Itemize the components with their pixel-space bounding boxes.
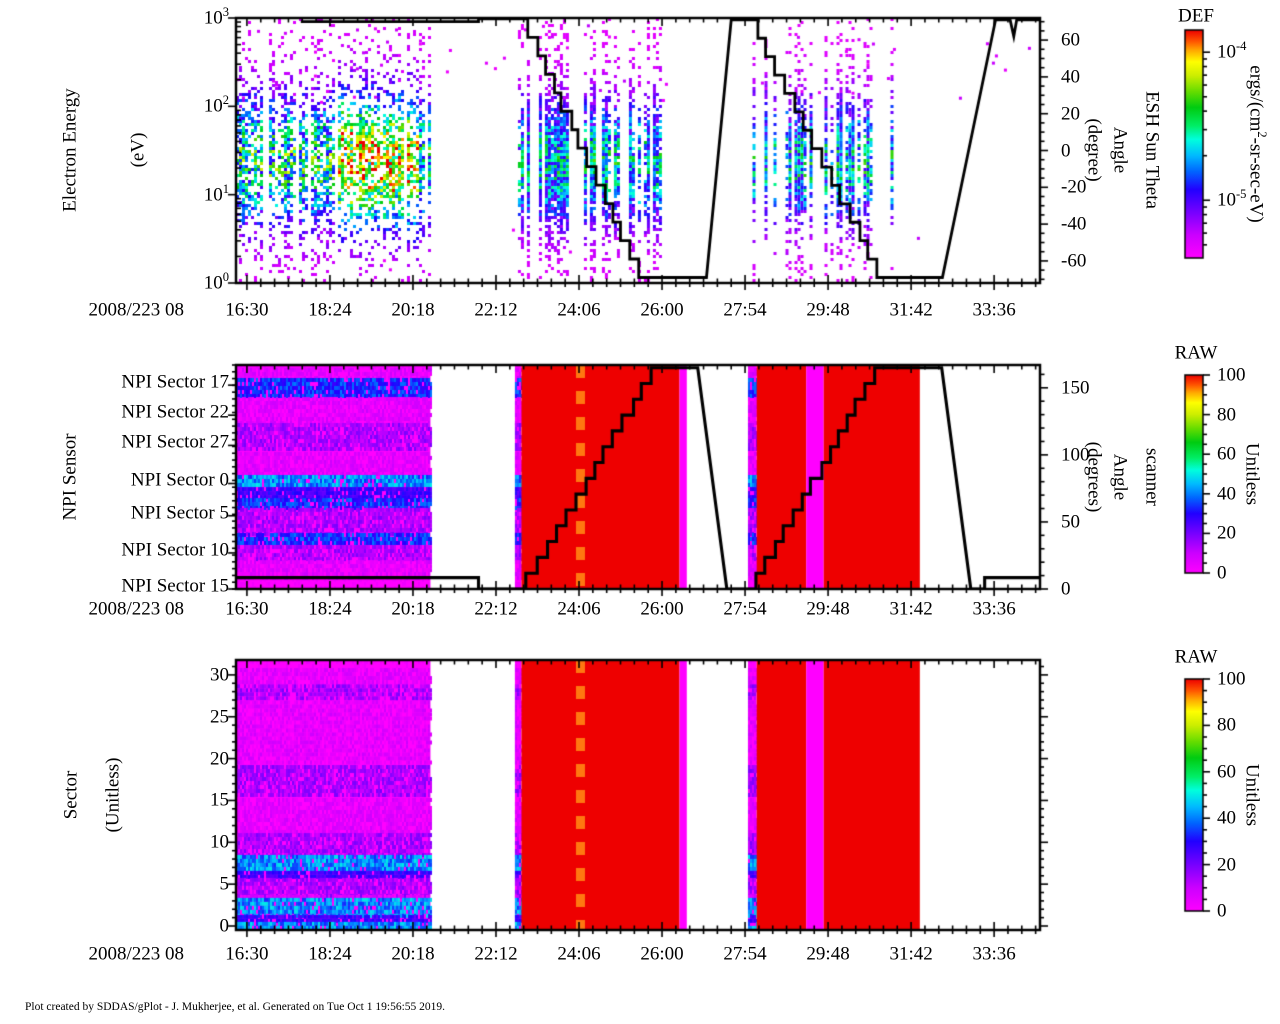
x-tick-label: 27:54 xyxy=(723,943,767,965)
sector-axis-unit: (Unitless) xyxy=(102,757,124,833)
scanner-axis-unit: (degrees) xyxy=(1083,441,1105,513)
theta-tick-label: 20 xyxy=(1061,103,1080,125)
x-tick-label: 29:48 xyxy=(806,299,850,321)
x-tick-label: 16:30 xyxy=(225,299,269,321)
x-tick-label: 20:18 xyxy=(391,943,435,965)
theta-tick-label: -20 xyxy=(1061,176,1087,198)
raw-colorbar-tick-label: 0 xyxy=(1217,900,1227,922)
raw-colorbar-tick-label: 100 xyxy=(1217,364,1246,386)
raw-colorbar-title-middle: RAW xyxy=(1174,342,1218,364)
x-tick-label: 16:30 xyxy=(225,943,269,965)
x-tick-label: 29:48 xyxy=(806,598,850,620)
x-tick-label: 22:12 xyxy=(474,598,518,620)
sector-category-label: NPI Sector 15 xyxy=(121,575,229,597)
scanner-tick-label: 0 xyxy=(1061,578,1071,600)
x-tick-label: 22:12 xyxy=(474,299,518,321)
def-colorbar-unit-label: ergs/(cm2-sr-sec-eV) xyxy=(1245,65,1269,223)
sector-category-label: NPI Sector 5 xyxy=(130,502,229,524)
def-colorbar-tick-label: 10-4 xyxy=(1217,39,1247,63)
sector-category-label: NPI Sector 22 xyxy=(121,401,229,423)
x-tick-label: 18:24 xyxy=(308,598,352,620)
x-tick-label: 20:18 xyxy=(391,299,435,321)
x-tick-label: 31:42 xyxy=(889,598,933,620)
raw-colorbar-tick-label: 80 xyxy=(1217,714,1236,736)
sector-category-label: NPI Sector 27 xyxy=(121,431,229,453)
x-tick-label: 26:00 xyxy=(640,943,684,965)
plot-credit: Plot created by SDDAS/gPlot - J. Mukherj… xyxy=(25,1001,446,1013)
electron-energy-axis-unit: (eV) xyxy=(127,132,149,168)
theta-tick-label: 0 xyxy=(1061,140,1071,161)
sector-tick-label: 5 xyxy=(219,873,230,895)
x-tick-label: 22:12 xyxy=(474,943,518,965)
raw-colorbar-title-bottom: RAW xyxy=(1174,646,1218,668)
theta-tick-label: -40 xyxy=(1061,213,1087,235)
x-tick-label: 27:54 xyxy=(723,299,767,321)
p3-date-label: 2008/223 08 xyxy=(88,943,184,965)
theta-tick-label: 40 xyxy=(1061,66,1080,88)
raw-colorbar-tick-label: 0 xyxy=(1217,562,1227,584)
x-tick-label: 31:42 xyxy=(889,943,933,965)
sector-tick-label: 20 xyxy=(210,748,229,770)
raw-colorbar-tick-label: 100 xyxy=(1217,668,1246,690)
x-tick-label: 24:06 xyxy=(557,943,601,965)
theta-axis-unit: (degree) xyxy=(1083,118,1105,182)
p1-date-label: 2008/223 08 xyxy=(88,299,184,321)
scanner-tick-label: 150 xyxy=(1061,377,1090,399)
sector-category-label: NPI Sector 0 xyxy=(130,469,229,491)
sector-tick-label: 10 xyxy=(210,831,229,853)
raw-colorbar-unit-bottom: Unitless xyxy=(1241,763,1263,827)
x-tick-label: 20:18 xyxy=(391,598,435,620)
scanner-axis-label-angle: Angle xyxy=(1109,453,1131,501)
sector-category-label: NPI Sector 17 xyxy=(121,371,229,393)
electron-energy-axis-title: Electron Energy xyxy=(59,88,81,212)
x-tick-label: 18:24 xyxy=(308,943,352,965)
raw-colorbar-tick-label: 40 xyxy=(1217,807,1236,829)
raw-colorbar-tick-label: 20 xyxy=(1217,854,1236,876)
x-tick-label: 27:54 xyxy=(723,598,767,620)
theta-tick-label: 60 xyxy=(1061,29,1080,51)
theta-tick-label: -60 xyxy=(1061,250,1087,272)
x-tick-label: 29:48 xyxy=(806,943,850,965)
scanner-axis-label-scanner: scanner xyxy=(1141,447,1163,507)
raw-colorbar-tick-label: 80 xyxy=(1217,404,1236,426)
energy-tick-label: 102 xyxy=(203,93,229,117)
energy-tick-label: 101 xyxy=(203,181,229,206)
x-tick-label: 18:24 xyxy=(308,299,352,321)
x-tick-label: 31:42 xyxy=(889,299,933,321)
raw-colorbar-tick-label: 20 xyxy=(1217,522,1236,544)
x-tick-label: 26:00 xyxy=(640,598,684,620)
x-tick-label: 24:06 xyxy=(557,299,601,321)
sector-tick-label: 30 xyxy=(210,664,229,686)
raw-colorbar-tick-label: 60 xyxy=(1217,443,1236,465)
x-tick-label: 24:06 xyxy=(557,598,601,620)
npi-sensor-axis-title: NPI Sensor xyxy=(59,433,81,521)
x-tick-label: 33:36 xyxy=(972,598,1016,620)
x-tick-label: 33:36 xyxy=(972,943,1016,965)
sector-tick-label: 0 xyxy=(219,915,230,937)
x-tick-label: 26:00 xyxy=(640,299,684,321)
scanner-tick-label: 100 xyxy=(1061,444,1090,466)
theta-axis-label-angle: Angle xyxy=(1109,126,1131,174)
x-tick-label: 33:36 xyxy=(972,299,1016,321)
sector-tick-label: 15 xyxy=(210,789,229,811)
def-colorbar-tick-label: 10-5 xyxy=(1217,187,1247,211)
energy-tick-label: 100 xyxy=(203,270,229,294)
sector-category-label: NPI Sector 10 xyxy=(121,539,229,561)
raw-colorbar-tick-label: 60 xyxy=(1217,761,1236,783)
scanner-tick-label: 50 xyxy=(1061,511,1080,533)
p2-date-label: 2008/223 08 xyxy=(88,598,184,620)
sector-axis-title: Sector xyxy=(60,770,82,820)
raw-colorbar-tick-label: 40 xyxy=(1217,483,1236,505)
raw-colorbar-unit-middle: Unitless xyxy=(1241,442,1263,506)
x-tick-label: 16:30 xyxy=(225,598,269,620)
theta-axis-label-esh: ESH Sun Theta xyxy=(1141,91,1163,209)
def-colorbar-title: DEF xyxy=(1178,5,1214,27)
sector-tick-label: 25 xyxy=(210,706,229,728)
energy-tick-label: 103 xyxy=(203,5,229,29)
